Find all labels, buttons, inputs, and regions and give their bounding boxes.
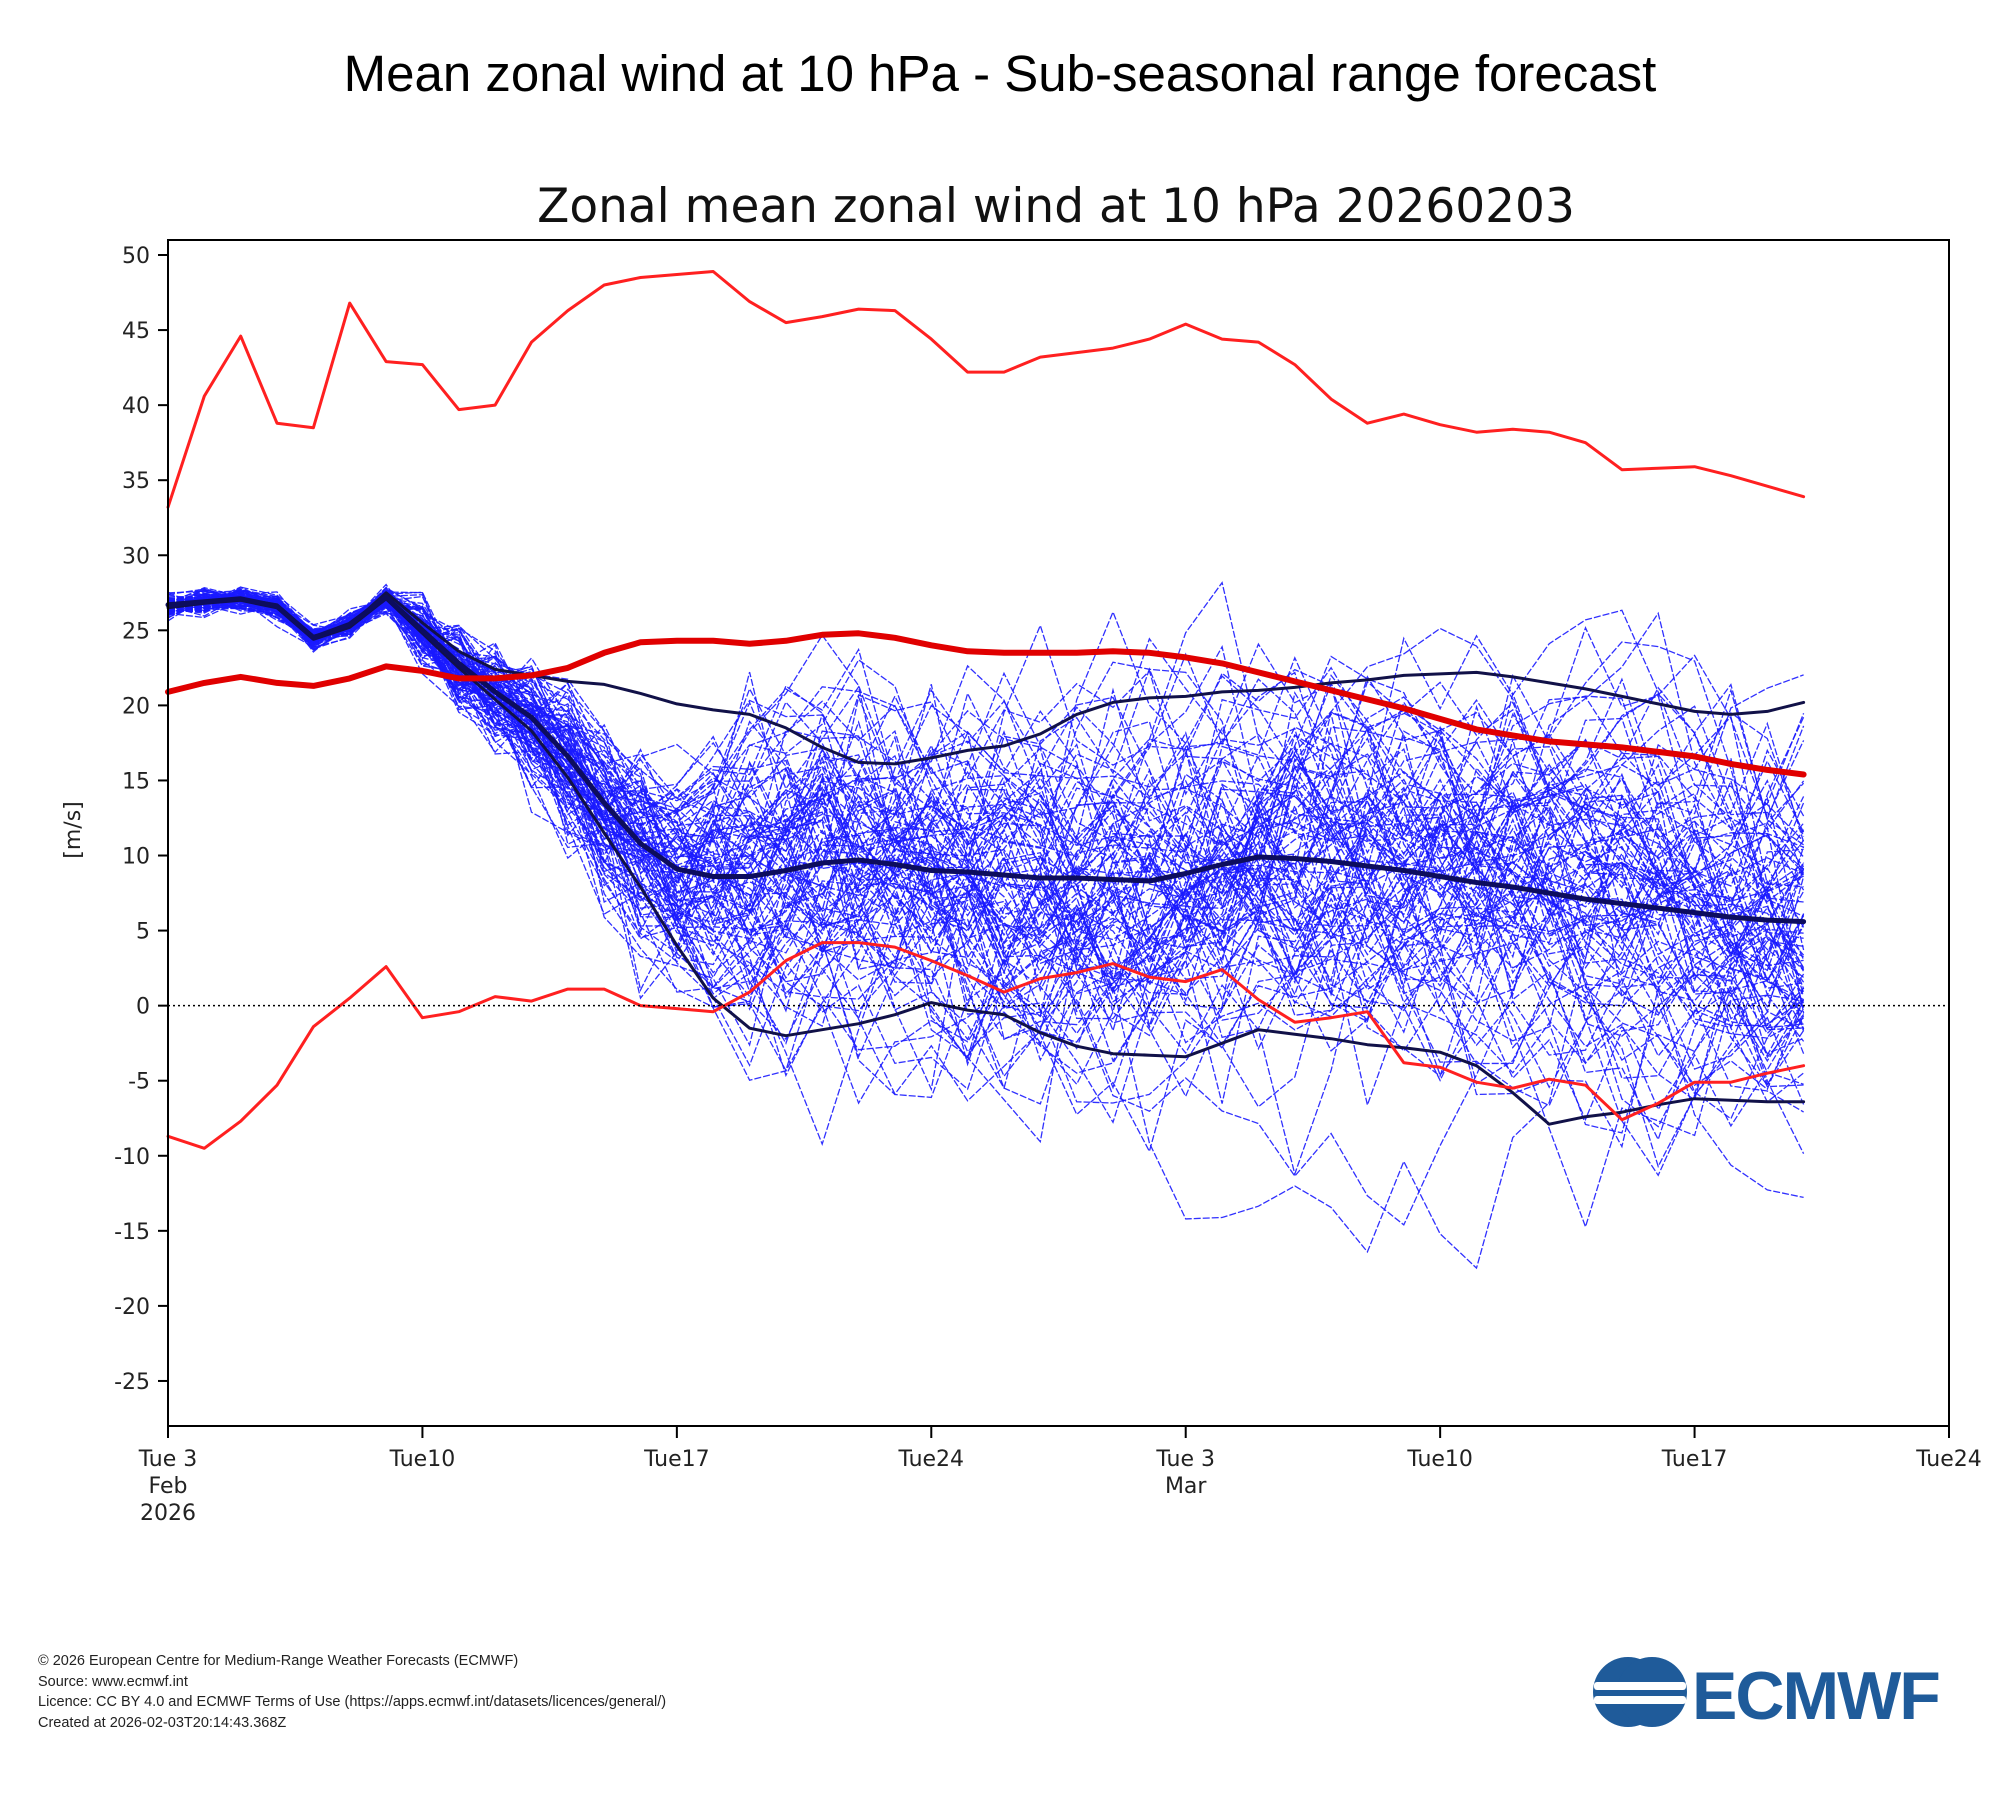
y-tick-label: 5 — [136, 920, 150, 945]
x-tick-sublabel: Mar — [1165, 1474, 1207, 1499]
y-tick-label: 15 — [122, 769, 150, 794]
x-tick-label: Tue10 — [1406, 1447, 1473, 1472]
ensemble-member-line — [167, 599, 1805, 1042]
x-tick-sublabel: 2026 — [140, 1501, 196, 1526]
y-tick-label: -25 — [114, 1370, 150, 1395]
ensemble-member-line — [167, 597, 1805, 1061]
x-tick-sublabel: Feb — [149, 1474, 188, 1499]
ensemble-member-line — [167, 601, 1805, 1091]
ensemble-member-line — [167, 593, 1805, 1270]
y-tick-label: 50 — [122, 244, 150, 269]
y-tick-label: 45 — [122, 319, 150, 344]
ensemble-member-line — [167, 590, 1804, 1049]
y-tick-label: -15 — [114, 1220, 150, 1245]
series-line-climatological-minimum — [166, 941, 1806, 1150]
x-tick-label: Tue 3 — [1155, 1447, 1215, 1472]
x-tick-label: Tue 3 — [138, 1447, 198, 1472]
ensemble-member-line — [167, 590, 1805, 961]
ensemble-member-line — [167, 593, 1804, 1067]
x-tick-label: Tue17 — [643, 1447, 710, 1472]
ensemble-member-line — [167, 599, 1805, 1154]
ensemble-member-line — [167, 581, 1804, 994]
page-title: Mean zonal wind at 10 hPa - Sub-seasonal… — [343, 45, 1657, 102]
ecmwf-logo-text: ECMWF — [1692, 1658, 1939, 1730]
series-line-highlighted-member-upper — [166, 591, 1806, 766]
ensemble-member-line — [167, 597, 1805, 1035]
y-tick-label: 10 — [122, 845, 150, 870]
footer-created: Created at 2026-02-03T20:14:43.368Z — [38, 1714, 287, 1731]
y-tick-label: 30 — [122, 544, 150, 569]
series-line-ensemble-mean — [165, 594, 1807, 925]
ensemble-member-line — [167, 597, 1805, 1147]
ensemble-member-line — [167, 589, 1805, 1031]
series-line-highlighted-member-lower — [166, 597, 1806, 1126]
series-group — [165, 270, 1807, 1150]
x-tick-label: Tue10 — [389, 1447, 456, 1472]
footer-source: Source: www.ecmwf.int — [38, 1673, 188, 1690]
x-tick-label: Tue17 — [1661, 1447, 1728, 1472]
x-tick-label: Tue24 — [1915, 1447, 1982, 1472]
ensemble-member-line — [167, 601, 1804, 1058]
ensemble-member-line — [167, 593, 1805, 946]
ecmwf-logo-mark — [1593, 1657, 1687, 1727]
y-tick-label: 20 — [122, 694, 150, 719]
ensemble-member-line — [167, 598, 1805, 1229]
ensemble-member-line — [167, 595, 1805, 1008]
y-axis-label: [m/s] — [61, 801, 86, 858]
plot-frame — [167, 239, 1950, 1427]
y-tick-label: 40 — [122, 394, 150, 419]
footer: © 2026 European Centre for Medium-Range … — [38, 1651, 666, 1733]
wind-chart: Zonal mean zonal wind at 10 hPa 20260203… — [61, 179, 1982, 1526]
ecmwf-logo: ECMWF — [1593, 1657, 1941, 1730]
y-tick-label: 25 — [122, 619, 150, 644]
footer-copyright: © 2026 European Centre for Medium-Range … — [38, 1653, 519, 1669]
ensemble-member-line — [167, 595, 1805, 1029]
ensemble-member-line — [167, 586, 1805, 1169]
chart-title: Zonal mean zonal wind at 10 hPa 20260203 — [537, 179, 1575, 234]
y-tick-label: 35 — [122, 469, 150, 494]
y-tick-label: -10 — [114, 1145, 150, 1170]
y-tick-label: -20 — [114, 1295, 150, 1320]
ensemble-member-line — [167, 588, 1805, 1020]
series-line-climatological-maximum — [166, 270, 1806, 509]
ensemble-member-line — [167, 594, 1805, 1018]
footer-licence: Licence: CC BY 4.0 and ECMWF Terms of Us… — [38, 1694, 667, 1710]
ensemble-member-line — [167, 588, 1804, 1007]
series-line-climatological-mean — [165, 630, 1807, 778]
ensemble-member-line — [167, 594, 1805, 972]
y-tick-label: -5 — [128, 1070, 150, 1095]
ensemble-member-line — [167, 596, 1805, 1177]
y-tick-label: 0 — [136, 995, 150, 1020]
ensemble-member-line — [167, 591, 1804, 1046]
ensemble-member-line — [167, 598, 1805, 939]
x-tick-label: Tue24 — [897, 1447, 964, 1472]
